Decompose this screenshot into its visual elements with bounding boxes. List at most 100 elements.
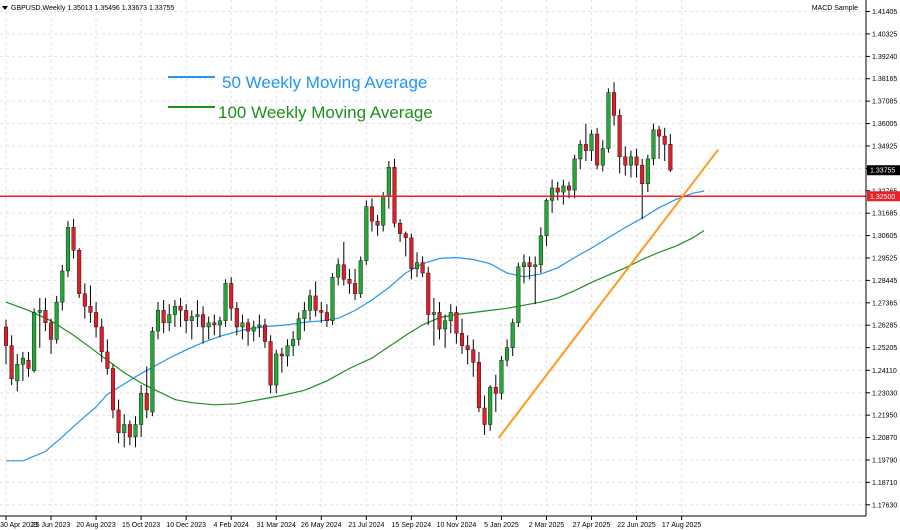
candle-bearish[interactable]: [94, 302, 99, 338]
candle-bearish[interactable]: [612, 82, 617, 126]
candle-bearish[interactable]: [82, 283, 87, 319]
candle-bearish[interactable]: [127, 420, 132, 446]
candle-bullish[interactable]: [217, 316, 222, 338]
candle-bullish[interactable]: [139, 385, 144, 437]
candle-bullish[interactable]: [240, 314, 245, 340]
candle-bullish[interactable]: [521, 254, 526, 284]
candle-bullish[interactable]: [572, 154, 577, 199]
candle-bullish[interactable]: [510, 318, 515, 357]
candle-bearish[interactable]: [9, 335, 14, 386]
candle-bearish[interactable]: [392, 158, 397, 228]
candle-bearish[interactable]: [640, 158, 645, 220]
candle-bullish[interactable]: [251, 320, 256, 342]
candle-bearish[interactable]: [347, 268, 352, 294]
candle-bearish[interactable]: [105, 339, 110, 375]
candle-bullish[interactable]: [651, 123, 656, 166]
candle-bullish[interactable]: [257, 314, 262, 338]
candle-bullish[interactable]: [499, 356, 504, 400]
candle-bearish[interactable]: [279, 347, 284, 373]
candle-bullish[interactable]: [274, 349, 279, 394]
candle-bearish[interactable]: [212, 314, 217, 336]
candle-bullish[interactable]: [189, 310, 194, 340]
candle-bearish[interactable]: [623, 146, 628, 176]
candle-bearish[interactable]: [178, 297, 183, 327]
candle-bearish[interactable]: [234, 302, 239, 336]
candle-bearish[interactable]: [319, 302, 324, 323]
candle-bearish[interactable]: [398, 219, 403, 242]
candle-bearish[interactable]: [71, 219, 76, 259]
candle-bullish[interactable]: [54, 295, 59, 344]
candle-bearish[interactable]: [3, 319, 8, 365]
candle-bearish[interactable]: [353, 268, 358, 301]
candle-bullish[interactable]: [308, 289, 313, 321]
candle-bullish[interactable]: [37, 297, 42, 348]
candle-bearish[interactable]: [657, 125, 662, 159]
candle-bearish[interactable]: [262, 318, 267, 348]
candle-bullish[interactable]: [302, 302, 307, 332]
candles[interactable]: [3, 82, 673, 448]
candle-bearish[interactable]: [634, 148, 639, 178]
candle-bearish[interactable]: [460, 318, 465, 354]
candle-bullish[interactable]: [414, 252, 419, 278]
candle-bullish[interactable]: [589, 129, 594, 161]
candle-bearish[interactable]: [662, 127, 667, 161]
candle-bullish[interactable]: [206, 316, 211, 340]
candle-bullish[interactable]: [628, 150, 633, 178]
candle-bearish[interactable]: [43, 297, 48, 332]
candle-bullish[interactable]: [516, 262, 521, 327]
candle-bearish[interactable]: [454, 306, 459, 344]
candle-bullish[interactable]: [544, 198, 549, 247]
candle-bullish[interactable]: [195, 300, 200, 327]
candle-bullish[interactable]: [330, 273, 335, 325]
candle-bullish[interactable]: [285, 339, 290, 367]
candle-bullish[interactable]: [600, 140, 605, 172]
candle-bearish[interactable]: [420, 256, 425, 278]
candle-bullish[interactable]: [448, 304, 453, 334]
candle-bearish[interactable]: [77, 248, 82, 298]
candle-bullish[interactable]: [488, 385, 493, 431]
candle-bearish[interactable]: [184, 304, 189, 334]
candle-bearish[interactable]: [476, 351, 481, 413]
candle-bearish[interactable]: [555, 181, 560, 201]
candle-bearish[interactable]: [409, 233, 414, 280]
candle-bearish[interactable]: [26, 351, 31, 377]
candle-bearish[interactable]: [229, 277, 234, 321]
candle-bullish[interactable]: [578, 140, 583, 170]
candle-bullish[interactable]: [364, 200, 369, 265]
candle-bearish[interactable]: [324, 304, 329, 327]
candle-bullish[interactable]: [645, 154, 650, 193]
candle-bearish[interactable]: [246, 318, 251, 346]
candle-bullish[interactable]: [296, 312, 301, 346]
candle-bearish[interactable]: [482, 395, 487, 435]
candle-bullish[interactable]: [167, 304, 172, 332]
candle-bearish[interactable]: [465, 335, 470, 365]
candle-bullish[interactable]: [606, 88, 611, 153]
candle-bearish[interactable]: [595, 127, 600, 170]
candle-bullish[interactable]: [60, 264, 65, 311]
candle-bearish[interactable]: [110, 364, 115, 419]
candle-bearish[interactable]: [375, 214, 380, 236]
candle-bullish[interactable]: [20, 351, 25, 381]
candle-bearish[interactable]: [313, 281, 318, 317]
candle-bullish[interactable]: [122, 414, 127, 448]
candle-bearish[interactable]: [437, 302, 442, 340]
candle-bearish[interactable]: [617, 109, 622, 174]
candle-bullish[interactable]: [150, 326, 155, 417]
candle-bearish[interactable]: [144, 366, 149, 419]
candle-bearish[interactable]: [403, 231, 408, 257]
trendline-segment[interactable]: [497, 148, 719, 439]
candle-bearish[interactable]: [493, 374, 498, 413]
candle-bullish[interactable]: [443, 314, 448, 348]
candle-bullish[interactable]: [32, 308, 37, 373]
candle-bullish[interactable]: [533, 256, 538, 305]
candle-bearish[interactable]: [161, 300, 166, 334]
candle-bullish[interactable]: [291, 331, 296, 357]
dropdown-arrow-icon[interactable]: [2, 6, 8, 10]
trendline[interactable]: [497, 148, 719, 439]
candle-bearish[interactable]: [471, 339, 476, 377]
candle-bearish[interactable]: [369, 198, 374, 232]
candle-bullish[interactable]: [538, 227, 543, 274]
candle-bearish[interactable]: [527, 256, 532, 280]
candle-bearish[interactable]: [99, 318, 104, 363]
